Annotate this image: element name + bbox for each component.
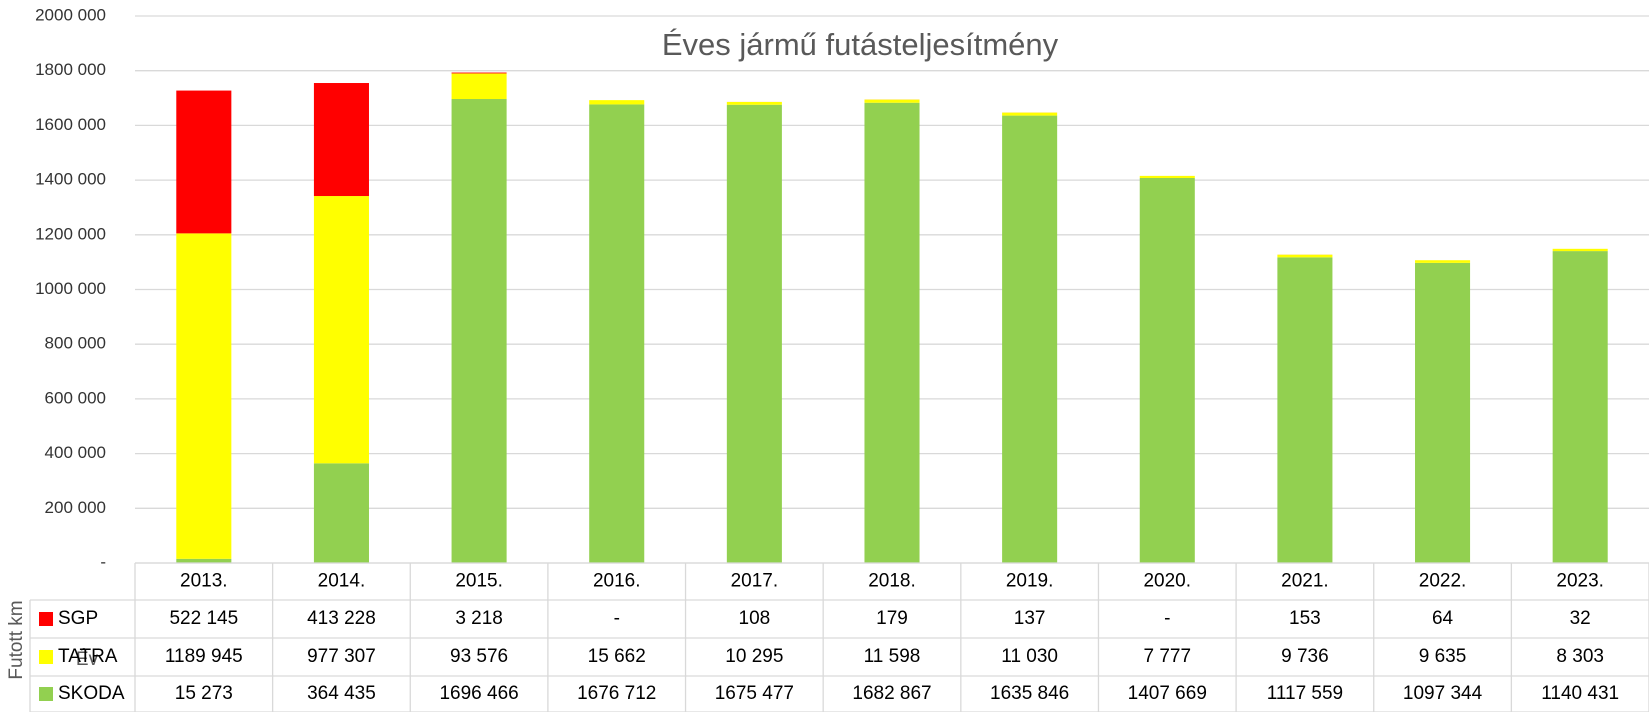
table-value: 93 576: [450, 646, 508, 667]
table-value: -: [1164, 608, 1170, 629]
table-value: 1676 712: [577, 683, 656, 704]
bar-segment: [176, 90, 232, 234]
table-value: 977 307: [307, 646, 376, 667]
bar-segment: [1552, 251, 1608, 564]
table-value: 9 736: [1281, 646, 1329, 667]
table-value: 10 295: [725, 646, 783, 667]
bar-segment: [726, 104, 782, 563]
x-tick-label: 2013.: [180, 571, 228, 592]
y-tick-label: 1600 000: [35, 115, 106, 134]
table-value: 364 435: [307, 683, 376, 704]
table-value: 1117 559: [1267, 683, 1343, 704]
legend-swatch: [39, 650, 53, 664]
legend-swatch: [39, 687, 53, 701]
table-value: 8 303: [1556, 646, 1604, 667]
y-tick-label: 1800 000: [35, 60, 106, 79]
bar-segment: [864, 99, 920, 103]
y-axis-title: Futott km: [6, 600, 27, 679]
table-value: 11 598: [864, 646, 921, 667]
y-tick-label: -: [100, 552, 106, 571]
y-tick-label: 200 000: [45, 498, 106, 517]
bar-segment: [1552, 248, 1608, 252]
bar-segment: [1002, 115, 1058, 563]
bar-segment: [313, 83, 369, 197]
table-value: 1675 477: [715, 683, 794, 704]
bar-segment: [726, 101, 782, 105]
x-tick-label: 2022.: [1419, 571, 1467, 592]
x-tick-label: 2015.: [455, 571, 503, 592]
table-value: 1635 846: [990, 683, 1069, 704]
bar-segment: [451, 72, 507, 74]
x-tick-label: 2019.: [1006, 571, 1054, 592]
y-tick-label: 800 000: [45, 334, 106, 353]
table-value: 15 662: [588, 646, 646, 667]
bar-segment: [1277, 257, 1333, 563]
bar-segment: [589, 104, 645, 564]
bar-segment: [1415, 262, 1471, 563]
table-value: 9 635: [1419, 646, 1467, 667]
x-tick-label: 2017.: [731, 571, 779, 592]
bar-segment: [313, 196, 369, 464]
bar-segment: [313, 463, 369, 563]
x-tick-label: 2020.: [1143, 571, 1191, 592]
x-tick-label: 2018.: [868, 571, 916, 592]
legend-swatch: [39, 612, 53, 626]
bar-segment: [589, 100, 645, 105]
y-tick-label: 1200 000: [35, 224, 106, 243]
table-value: 153: [1289, 608, 1321, 629]
bar-segment: [176, 233, 232, 559]
y-tick-label: 1000 000: [35, 279, 106, 298]
legend-label: TATRA: [58, 646, 118, 667]
x-axis-title: Év: [76, 649, 99, 670]
bar-segment: [864, 102, 920, 564]
table-value: 7 777: [1143, 646, 1191, 667]
table-value: 1407 669: [1128, 683, 1207, 704]
legend-label: SKODA: [58, 683, 125, 704]
table-value: 1682 867: [852, 683, 931, 704]
x-tick-label: 2023.: [1556, 571, 1604, 592]
table-value: 179: [876, 608, 908, 629]
bar-segment: [1139, 175, 1195, 179]
bar-segment: [451, 73, 507, 100]
table-value: -: [614, 608, 620, 629]
table-value: 413 228: [307, 608, 376, 629]
table-value: 137: [1014, 608, 1046, 629]
table-value: 64: [1432, 608, 1454, 629]
table-value: 32: [1570, 608, 1591, 629]
y-tick-label: 2000 000: [35, 5, 106, 24]
x-tick-label: 2021.: [1281, 571, 1329, 592]
table-value: 3 218: [455, 608, 503, 629]
x-tick-label: 2016.: [593, 571, 641, 592]
legend-label: SGP: [58, 608, 98, 629]
table-value: 522 145: [169, 608, 238, 629]
bar-segment: [451, 99, 507, 564]
bar-segment: [1139, 178, 1195, 563]
x-tick-label: 2014.: [318, 571, 366, 592]
chart-title: Éves jármű futásteljesítmény: [662, 27, 1059, 62]
table-value: 108: [739, 608, 771, 629]
y-tick-label: 400 000: [45, 443, 106, 462]
y-tick-label: 600 000: [45, 388, 106, 407]
table-value: 1696 466: [439, 683, 518, 704]
table-value: 11 030: [1001, 646, 1058, 667]
table-value: 1097 344: [1403, 683, 1483, 704]
table-value: 1189 945: [165, 646, 243, 667]
bar-segment: [1277, 254, 1333, 258]
bar-segment: [1415, 260, 1471, 263]
bar-segment: [176, 558, 232, 563]
table-value: 15 273: [175, 683, 233, 704]
bar-segment: [1002, 112, 1058, 116]
y-tick-label: 1400 000: [35, 170, 106, 189]
table-value: 1140 431: [1541, 683, 1619, 704]
